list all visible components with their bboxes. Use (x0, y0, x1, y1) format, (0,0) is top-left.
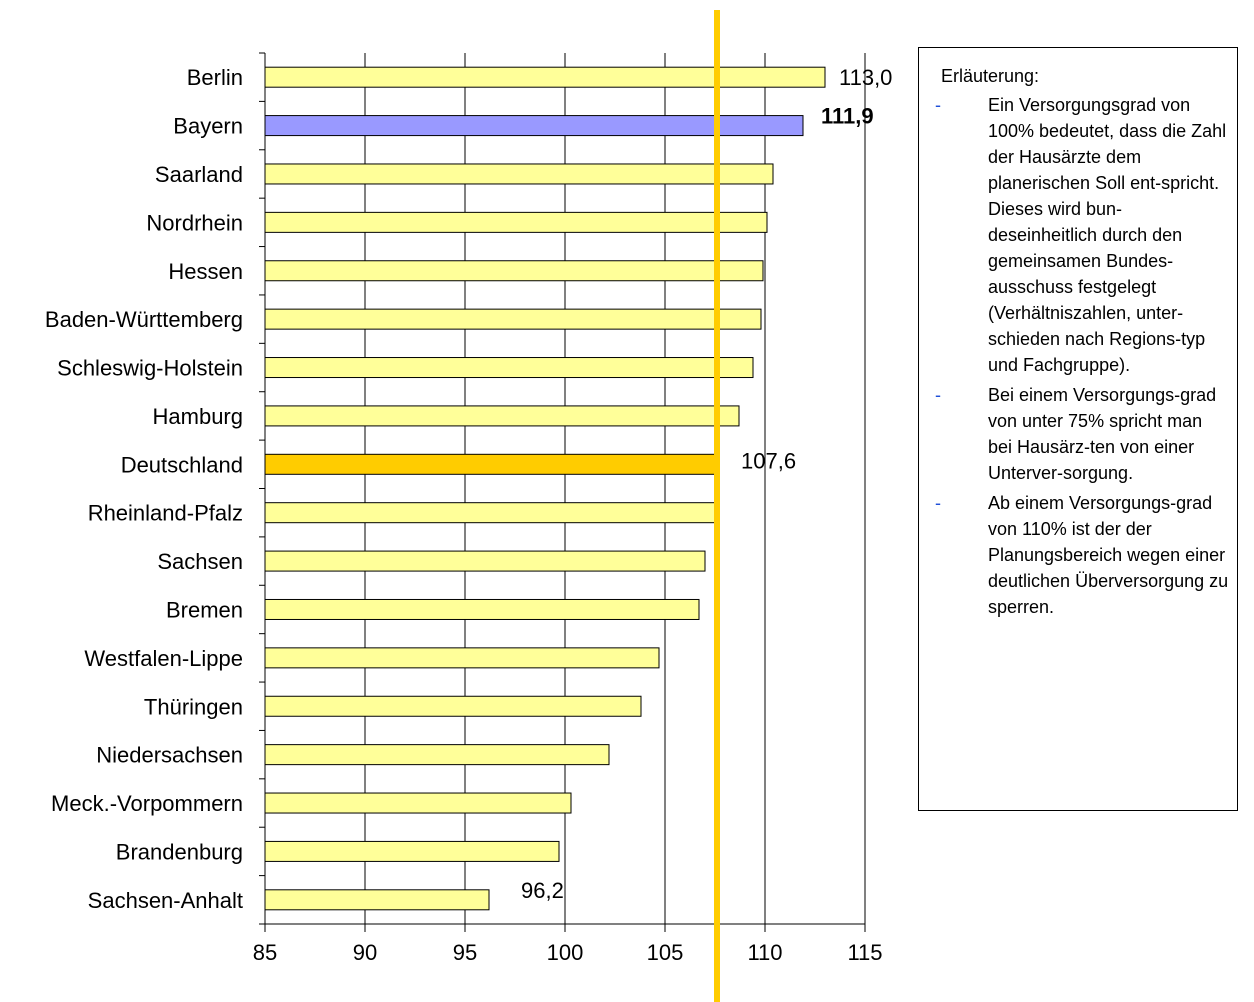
x-tick-label: 90 (353, 940, 377, 965)
category-label: Bremen (166, 597, 243, 622)
x-tick-label: 110 (747, 940, 782, 965)
category-label: Westfalen-Lippe (84, 646, 243, 671)
bar (264, 308, 762, 330)
bar (264, 115, 804, 137)
x-tick-label: 115 (847, 940, 882, 965)
data-label: 107,6 (741, 448, 796, 473)
category-label: Niedersachsen (96, 743, 243, 768)
category-label: Meck.-Vorpommern (51, 791, 243, 816)
bar (264, 211, 768, 233)
category-label: Nordrhein (146, 210, 243, 235)
bar (264, 889, 490, 911)
legend-box: Erläuterung: - Ein Versorgungsgrad von 1… (918, 47, 1238, 811)
legend-item: - Ab einem Versorgungs-grad von 110% ist… (919, 490, 1235, 620)
bar (264, 744, 610, 766)
dash-bullet-icon: - (935, 385, 941, 405)
bar (264, 840, 560, 862)
bars (264, 66, 826, 911)
data-label: 111,9 (821, 104, 874, 129)
category-label: Berlin (187, 65, 243, 90)
category-label: Sachsen (157, 549, 243, 574)
data-labels: 113,0 111,9 107,6 96,2 (521, 65, 892, 903)
bar (264, 357, 754, 379)
category-label: Deutschland (121, 452, 243, 477)
category-label: Sachsen-Anhalt (88, 888, 243, 913)
legend-item-text: Ab einem Versorgungs-grad von 110% ist d… (988, 493, 1229, 617)
bar (264, 405, 740, 427)
data-label: 96,2 (521, 878, 564, 903)
axes (259, 52, 866, 932)
category-label: Hessen (168, 259, 243, 284)
bar (264, 66, 826, 88)
category-label: Baden-Württemberg (45, 307, 243, 332)
bar (264, 647, 660, 669)
x-tick-label: 100 (547, 940, 584, 965)
bar (264, 550, 706, 572)
x-tick-labels: 85 90 95 100 105 110 115 (253, 940, 883, 965)
bar (264, 163, 774, 185)
dash-bullet-icon: - (935, 493, 941, 513)
category-label: Bayern (173, 114, 243, 139)
legend-item: - Bei einem Versorgungs-grad von unter 7… (919, 382, 1235, 486)
category-label: Saarland (155, 162, 243, 187)
gridlines (364, 53, 866, 924)
x-tick-label: 105 (647, 940, 684, 965)
bar-chart: Berlin Bayern Saarland Nordrhein Hessen Baden… (45, 10, 892, 1002)
legend-list: - Ein Versorgungsgrad von 100% bedeutet,… (919, 92, 1235, 624)
legend-title: Erläuterung: (941, 66, 1040, 86)
dash-bullet-icon: - (935, 95, 941, 115)
category-label: Brandenburg (116, 839, 243, 864)
data-label: 113,0 (839, 65, 892, 90)
x-tick-label: 85 (253, 940, 277, 965)
bar (264, 695, 642, 717)
bar (264, 260, 764, 282)
category-label: Schleswig-Holstein (57, 356, 243, 381)
bar (264, 792, 572, 814)
bar (264, 502, 716, 524)
category-label: Thüringen (144, 694, 243, 719)
legend-item-text: Bei einem Versorgungs-grad von unter 75%… (988, 385, 1217, 483)
category-label: Hamburg (153, 404, 243, 429)
legend-item: - Ein Versorgungsgrad von 100% bedeutet,… (919, 92, 1235, 378)
category-label: Rheinland-Pfalz (88, 501, 243, 526)
bar (264, 453, 718, 475)
legend-item-text: Ein Versorgungsgrad von 100% bedeutet, d… (988, 95, 1227, 375)
bar (264, 598, 700, 620)
x-tick-label: 95 (453, 940, 477, 965)
category-labels: Berlin Bayern Saarland Nordrhein Hessen Baden… (45, 65, 243, 913)
